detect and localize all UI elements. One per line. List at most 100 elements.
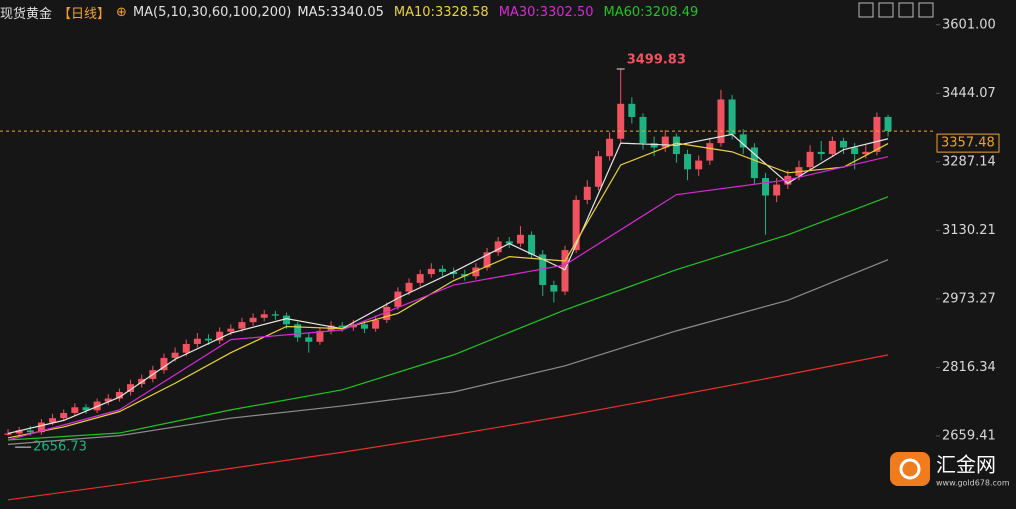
y-tick-label: 2659.41 — [942, 428, 996, 443]
candle-body — [71, 407, 79, 413]
last-price-label: 3357.48 — [941, 136, 995, 151]
legend-entry: MA30:3302.50 — [498, 4, 594, 20]
watermark-name: 汇金网 — [936, 453, 996, 477]
candle-body — [205, 338, 213, 341]
last-price-box — [936, 133, 1000, 153]
tool-icon[interactable] — [898, 2, 914, 18]
watermark-logo-ring — [899, 458, 921, 480]
tool-icon[interactable] — [918, 2, 934, 18]
candle-body — [115, 391, 123, 399]
candle-body — [450, 271, 458, 275]
candle-body — [539, 254, 547, 286]
min-label: 2656.73 — [33, 440, 87, 455]
candle-body — [216, 331, 224, 341]
candle-body — [249, 317, 257, 323]
candle-body — [461, 274, 469, 277]
candle-body — [26, 430, 34, 433]
candle-body — [360, 324, 368, 329]
candle-body — [706, 143, 714, 161]
candle-body — [15, 430, 23, 434]
candle-body — [561, 250, 569, 292]
legend-entry: MA5:3340.05 — [297, 4, 384, 20]
candle-body — [4, 433, 12, 435]
candle-body — [628, 103, 636, 117]
legend-entry: MA10:3328.58 — [393, 4, 489, 20]
candle-body — [427, 268, 435, 275]
candle-body — [528, 234, 536, 255]
period[interactable]: 【日线】 — [58, 6, 111, 22]
candle-body — [260, 314, 268, 318]
candle-body — [472, 267, 480, 277]
candle-body — [171, 352, 179, 358]
candle-body — [416, 274, 424, 283]
ma-params: MA(5,10,30,60,100,200) — [132, 4, 292, 20]
candle-body — [873, 116, 881, 152]
candle-body — [438, 268, 446, 272]
candle-body — [505, 241, 513, 244]
ma-line — [7, 142, 889, 439]
candle-body — [773, 184, 781, 196]
candle-body — [182, 343, 190, 353]
watermark-url: www.gold678.com — [936, 479, 1010, 488]
y-tick-label: 3601.00 — [942, 17, 996, 32]
candle-body — [60, 412, 68, 419]
candle-body — [316, 330, 324, 342]
candle-body — [639, 116, 647, 144]
candle-body — [383, 306, 391, 320]
legend-entry: MA60:3208.49 — [603, 4, 699, 20]
ma-line — [7, 133, 889, 435]
candle-body — [193, 338, 201, 344]
candle-body — [572, 199, 580, 251]
candle-body — [583, 186, 591, 200]
header: 现货黄金 【日线】 ⊕ MA(5,10,30,60,100,200) MA5:3… — [0, 3, 698, 22]
candle-body — [516, 234, 524, 244]
candle-body — [305, 337, 313, 342]
y-tick-label: 2973.27 — [942, 291, 996, 306]
legend: MA5:3340.05 MA10:3328.58 MA30:3302.50 MA60:… — [297, 5, 698, 20]
ma-line — [7, 196, 889, 441]
ma-line — [7, 354, 889, 501]
candle-body — [762, 178, 770, 196]
candle-body — [851, 147, 859, 155]
y-tick-label: 3444.07 — [942, 86, 996, 101]
candle-body — [483, 252, 491, 268]
candle-body — [695, 160, 703, 170]
candle-body — [684, 154, 692, 170]
candle-body — [104, 398, 112, 402]
candle-body — [661, 136, 669, 148]
candle-body — [828, 140, 836, 155]
candle-body — [594, 156, 602, 187]
tool-icon[interactable] — [878, 2, 894, 18]
candle-body — [840, 140, 847, 148]
y-tick-label: 2816.34 — [942, 360, 996, 375]
candle-body — [227, 328, 235, 332]
candle-body — [728, 99, 736, 135]
candle-body — [238, 322, 246, 329]
candle-body — [817, 151, 825, 155]
candle-body — [617, 103, 625, 139]
candle-body — [550, 285, 558, 292]
candle-body — [49, 418, 57, 423]
candle-body — [884, 116, 892, 132]
candle-body — [271, 314, 279, 316]
candle-body — [606, 138, 614, 157]
watermark: 汇金网 www.gold678.com — [890, 452, 1010, 488]
candle-body — [739, 134, 747, 148]
candle-body — [750, 147, 758, 179]
candle-body — [294, 324, 302, 338]
candle-body — [82, 407, 90, 411]
candle-body — [283, 315, 290, 325]
candle-body — [338, 325, 346, 328]
toolbar-icons — [858, 2, 934, 18]
candle-body — [494, 241, 502, 253]
candle-body — [717, 99, 725, 144]
ma-line — [7, 259, 889, 445]
tool-icon[interactable] — [858, 2, 874, 18]
candle-body — [806, 151, 814, 168]
ma-line — [7, 156, 889, 441]
instrument: 现货黄金 — [0, 6, 53, 22]
add-icon[interactable]: ⊕ — [116, 4, 127, 20]
watermark-logo — [890, 452, 930, 486]
